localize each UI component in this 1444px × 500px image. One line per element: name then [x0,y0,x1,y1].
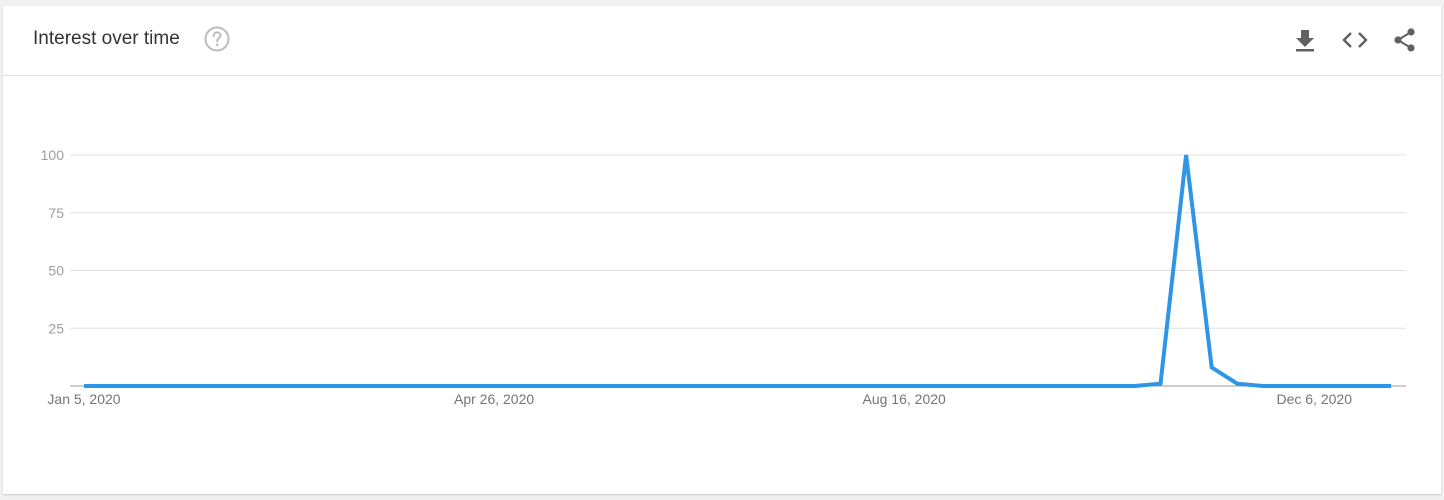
interest-over-time-card: Interest over time 25 50 75 100 Jan 5, 2020… [3,6,1441,494]
help-icon[interactable] [204,26,230,52]
card-title: Interest over time [33,28,180,49]
x-tick-label: Apr 26, 2020 [454,391,534,407]
y-tick-label: 50 [48,263,64,279]
y-tick-label: 25 [48,320,64,336]
download-icon[interactable] [1291,26,1319,54]
y-tick-label: 75 [48,205,64,221]
series-line [84,154,1392,388]
card-header: Interest over time [3,6,1441,76]
x-tick-label: Aug 16, 2020 [863,391,947,407]
embed-icon[interactable] [1341,26,1369,54]
y-tick-label: 100 [41,147,65,163]
y-gridlines [70,154,1406,329]
line-chart: 25 50 75 100 Jan 5, 2020 Apr 26, 2020 Aug 16,… [41,147,1406,407]
x-tick-label: Dec 6, 2020 [1276,391,1352,407]
x-tick-label: Jan 5, 2020 [47,391,120,407]
share-icon[interactable] [1391,26,1419,54]
y-tick-labels: 25 50 75 100 [41,147,65,336]
x-tick-labels: Jan 5, 2020 Apr 26, 2020 Aug 16, 2020 Dec 6… [47,391,1352,407]
